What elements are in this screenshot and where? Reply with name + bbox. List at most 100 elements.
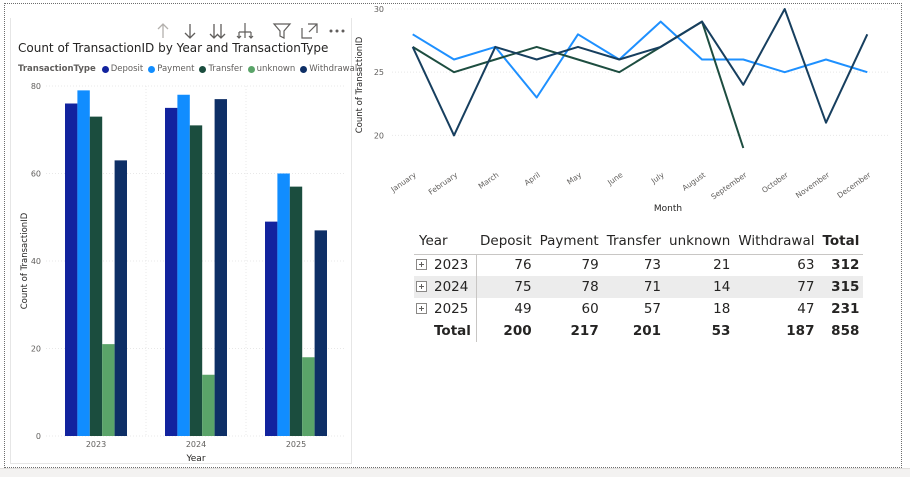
bar-payment-2024: [177, 94, 190, 436]
legend-dot-icon: [199, 65, 207, 73]
matrix-header-withdrawal[interactable]: Withdrawal: [738, 232, 815, 249]
bar-unknown-2024: [202, 374, 215, 436]
report-page-frame: [4, 3, 902, 468]
line-series-2: [411, 8, 869, 137]
focus-mode-icon[interactable]: [299, 20, 321, 42]
bar-withdrawal-2025: [314, 230, 327, 436]
y-tick-label: 40: [31, 257, 41, 266]
matrix-visual: Year Deposit Payment Transfer unknown Wi…: [414, 228, 864, 342]
line-series-0: [412, 20, 868, 99]
matrix-cell: 79: [535, 253, 603, 276]
plus-box-icon[interactable]: [416, 259, 427, 271]
matrix-total-label: Total: [414, 320, 477, 342]
line-gridlines: [392, 8, 888, 136]
x-tick-label: March: [477, 170, 501, 191]
drill-down-icon[interactable]: [179, 20, 201, 42]
bar-transfer-2025: [289, 186, 303, 436]
legend-item-3[interactable]: unknown: [247, 64, 296, 74]
bar-withdrawal-2023: [114, 160, 127, 436]
legend-item-1[interactable]: Payment: [148, 64, 194, 74]
x-tick-label: 2024: [186, 440, 206, 449]
matrix-cell: 21: [665, 253, 735, 276]
row-year-label: 2024: [434, 279, 469, 295]
matrix-cell: 77: [734, 276, 819, 298]
x-tick-label: May: [565, 170, 583, 187]
matrix-total-cell: 217: [570, 323, 599, 339]
x-tick-label: April: [523, 170, 542, 187]
y-axis-title: Count of TransactionID: [355, 36, 365, 133]
matrix-row-2023: 2023 76 79 73 21 63 312: [414, 253, 864, 276]
matrix-row-2024: 2024 75 78 71 14 77 315: [414, 276, 864, 298]
legend-dot-icon: [148, 65, 156, 73]
matrix-header-total[interactable]: Total: [822, 232, 860, 249]
matrix-cell: 18: [713, 301, 731, 317]
drill-up-icon[interactable]: [152, 20, 174, 42]
matrix-row-header: 2025: [414, 298, 477, 320]
x-tick-label: July: [649, 170, 666, 186]
y-tick-label: 25: [374, 68, 384, 77]
row-year-label: 2025: [434, 301, 469, 317]
x-tick-label: December: [835, 170, 873, 200]
x-tick-label: June: [605, 170, 625, 188]
matrix-row-total: 231: [831, 301, 860, 317]
matrix-cell: 78: [535, 276, 603, 298]
x-tick-label: 2025: [286, 440, 306, 449]
row-year-label: 2023: [434, 257, 469, 274]
matrix-cell: 63: [734, 253, 819, 276]
bar-deposit-2023: [65, 103, 78, 436]
bar-deposit-2025: [265, 221, 278, 436]
more-options-icon[interactable]: [326, 20, 348, 42]
line-chart-plot: 20 25 30 January February March April May June Ju…: [355, 5, 888, 214]
matrix-total-cell: 201: [632, 323, 662, 339]
matrix-row-total: 312: [818, 253, 864, 276]
expand-all-down-icon[interactable]: [206, 20, 228, 42]
y-tick-label: 0: [36, 432, 41, 441]
x-tick-label: August: [680, 170, 707, 192]
legend-label: Transfer: [208, 64, 243, 74]
legend-label: Deposit: [110, 64, 144, 74]
bar-unknown-2025: [302, 357, 315, 436]
matrix-total-cell: 200: [503, 323, 532, 339]
legend-item-4[interactable]: Withdrawal: [300, 64, 357, 74]
bar-transfer-2024: [189, 125, 203, 436]
plus-box-icon[interactable]: [416, 303, 427, 314]
matrix-header-transfer[interactable]: Transfer: [606, 232, 662, 249]
matrix-header-row: Year Deposit Payment Transfer unknown Wi…: [414, 228, 863, 254]
matrix-cell: 71: [602, 276, 666, 298]
matrix-total-cell: 53: [711, 323, 731, 339]
legend-label: Withdrawal: [309, 64, 358, 74]
bar-payment-2025: [277, 173, 290, 436]
y-tick-label: 60: [31, 170, 41, 179]
matrix-grand-total: 858: [831, 323, 860, 339]
line-series-1: [412, 20, 745, 149]
legend-item-0[interactable]: Deposit: [101, 64, 144, 74]
page-tab-strip: [0, 468, 910, 477]
matrix-header-deposit[interactable]: Deposit: [480, 232, 532, 249]
x-tick-label: November: [794, 170, 832, 200]
matrix-total-row: Total 200 217 201 53 187 858: [414, 320, 863, 342]
bar-transfer-2023: [89, 116, 103, 436]
legend-label: unknown: [256, 64, 296, 74]
bar-chart-legend: TransactionType Deposit Payment Transfer un…: [18, 64, 362, 74]
bar-chart-title: Count of TransactionID by Year and Trans…: [18, 41, 329, 55]
matrix-row-header: 2023: [414, 253, 477, 276]
matrix-cell: 75: [476, 276, 536, 298]
legend-dot-icon: [101, 65, 109, 73]
matrix-cell: 47: [797, 301, 815, 317]
matrix-header-year[interactable]: Year: [419, 232, 448, 249]
x-tick-label: October: [760, 170, 790, 195]
plus-box-icon[interactable]: [416, 281, 427, 292]
matrix-cell: 60: [581, 301, 599, 317]
legend-item-2[interactable]: Transfer: [199, 64, 243, 74]
matrix-row-2025: 2025 49 60 57 18 47 231: [414, 298, 863, 320]
matrix-header-payment[interactable]: Payment: [539, 232, 599, 249]
x-tick-label: 2023: [86, 440, 106, 449]
matrix-row-header: 2024: [414, 276, 477, 298]
matrix-row-total: 315: [818, 276, 864, 298]
filter-icon[interactable]: [271, 20, 293, 42]
y-tick-label: 20: [31, 345, 41, 354]
bar-withdrawal-2024: [214, 99, 227, 436]
matrix-header-unknown[interactable]: unknown: [669, 232, 731, 249]
y-tick-label: 20: [374, 131, 384, 140]
expand-hierarchy-icon[interactable]: [234, 20, 256, 42]
